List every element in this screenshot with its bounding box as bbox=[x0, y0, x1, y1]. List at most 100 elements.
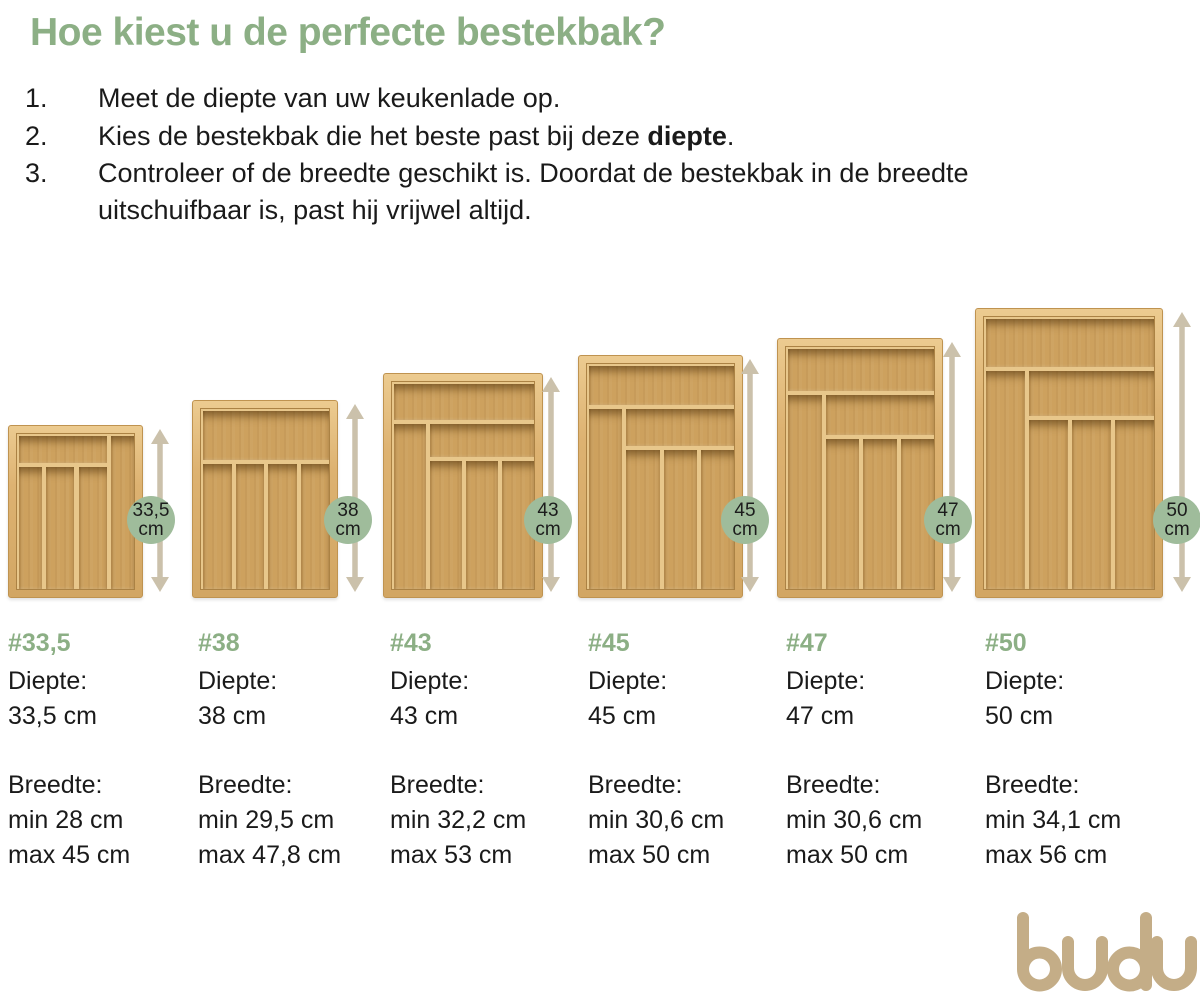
spacer bbox=[985, 734, 1171, 768]
spacer bbox=[786, 734, 972, 768]
tray-compartment bbox=[1029, 371, 1154, 417]
depth-arrow-icon bbox=[941, 341, 963, 593]
depth-badge-value: 47 bbox=[937, 500, 959, 521]
tray-compartment bbox=[825, 395, 934, 436]
product-id: #33,5 bbox=[8, 629, 71, 657]
spacer bbox=[198, 734, 384, 768]
width-max-value: max 45 cm bbox=[8, 841, 131, 869]
tray-compartment bbox=[466, 461, 498, 589]
depth-value: 33,5 cm bbox=[8, 702, 97, 730]
width-label: Breedte: bbox=[390, 771, 485, 799]
depth-badge-unit: cm bbox=[335, 519, 361, 540]
depth-badge-unit: cm bbox=[535, 519, 561, 540]
depth-badge: 43 cm bbox=[524, 496, 572, 544]
width-max-value: max 53 cm bbox=[390, 841, 513, 869]
tray-interior bbox=[200, 408, 330, 590]
tray-compartment bbox=[394, 384, 534, 420]
width-min-value: min 29,5 cm bbox=[198, 806, 335, 834]
tray-interior bbox=[586, 363, 735, 590]
product-id: #47 bbox=[786, 629, 828, 657]
depth-label: Diepte: bbox=[786, 667, 866, 695]
step-text-part: . bbox=[726, 121, 735, 151]
depth-value: 45 cm bbox=[588, 702, 657, 730]
spacer bbox=[588, 734, 774, 768]
depth-value: 50 cm bbox=[985, 702, 1054, 730]
tray-compartment bbox=[394, 423, 426, 589]
width-min-value: min 32,2 cm bbox=[390, 806, 527, 834]
depth-badge-value: 50 bbox=[1166, 500, 1188, 521]
depth-label: Diepte: bbox=[198, 667, 278, 695]
instruction-step: 2. Kies de bestekbak die het beste past b… bbox=[25, 118, 1095, 155]
tray-compartment bbox=[788, 395, 822, 589]
width-max-value: max 50 cm bbox=[588, 841, 711, 869]
tray-compartment bbox=[19, 467, 42, 589]
spacer bbox=[390, 734, 576, 768]
step-number: 3. bbox=[25, 158, 48, 188]
tray-compartment bbox=[203, 463, 232, 589]
product-id: #45 bbox=[588, 629, 630, 657]
width-min-value: min 30,6 cm bbox=[786, 806, 923, 834]
depth-arrow-icon bbox=[540, 376, 562, 593]
depth-badge-value: 45 bbox=[734, 500, 756, 521]
step-text-bold: diepte bbox=[647, 121, 727, 151]
page-title: Hoe kiest u de perfecte bestekbak? bbox=[30, 11, 666, 54]
depth-badge-value: 43 bbox=[537, 500, 559, 521]
budu-logo-letters bbox=[1017, 912, 1197, 992]
product-id: #43 bbox=[390, 629, 432, 657]
depth-value: 47 cm bbox=[786, 702, 855, 730]
width-label: Breedte: bbox=[8, 771, 103, 799]
tray-compartment bbox=[1115, 420, 1154, 589]
cutlery-tray bbox=[8, 425, 143, 598]
tray-compartment bbox=[663, 450, 697, 589]
depth-badge: 38 cm bbox=[324, 496, 372, 544]
step-number: 2. bbox=[25, 121, 48, 151]
width-min-value: min 28 cm bbox=[8, 806, 124, 834]
tray-compartment bbox=[626, 450, 660, 589]
tray-compartment bbox=[900, 439, 934, 589]
depth-badge-value: 38 bbox=[337, 500, 359, 521]
instruction-step: 3. Controleer of de breedte geschikt is. … bbox=[25, 155, 1095, 229]
width-label: Breedte: bbox=[198, 771, 293, 799]
tray-compartment bbox=[235, 463, 264, 589]
width-min-value: min 30,6 cm bbox=[588, 806, 725, 834]
depth-label: Diepte: bbox=[8, 667, 88, 695]
width-label: Breedte: bbox=[786, 771, 881, 799]
tray-compartment bbox=[863, 439, 897, 589]
depth-badge-unit: cm bbox=[1164, 519, 1190, 540]
width-max-value: max 47,8 cm bbox=[198, 841, 342, 869]
product-spec-column: #38 Diepte: 38 cm Breedte: min 29,5 cm max 47… bbox=[198, 626, 384, 873]
step-number: 1. bbox=[25, 83, 48, 113]
depth-badge-unit: cm bbox=[935, 519, 961, 540]
depth-label: Diepte: bbox=[588, 667, 668, 695]
tray-compartment bbox=[78, 467, 107, 589]
width-label: Breedte: bbox=[588, 771, 683, 799]
product-spec-column: #50 Diepte: 50 cm Breedte: min 34,1 cm max 56… bbox=[985, 626, 1171, 873]
depth-badge-unit: cm bbox=[732, 519, 758, 540]
depth-label: Diepte: bbox=[390, 667, 470, 695]
width-min-value: min 34,1 cm bbox=[985, 806, 1122, 834]
tray-compartment bbox=[1072, 420, 1111, 589]
product-spec-column: #43 Diepte: 43 cm Breedte: min 32,2 cm max 53… bbox=[390, 626, 576, 873]
spacer bbox=[8, 734, 194, 768]
width-label: Breedte: bbox=[985, 771, 1080, 799]
tray-interior bbox=[785, 346, 935, 590]
tray-compartment bbox=[626, 409, 735, 446]
step-text-part: Kies de bestekbak die het beste past bij… bbox=[98, 121, 648, 151]
depth-badge: 50 cm bbox=[1153, 496, 1200, 544]
tray-compartment bbox=[788, 349, 934, 392]
step-text-part: Controleer of de breedte geschikt is. Do… bbox=[98, 158, 969, 225]
tray-compartment bbox=[430, 423, 534, 458]
depth-badge-unit: cm bbox=[138, 519, 164, 540]
step-text: Kies de bestekbak die het beste past bij… bbox=[98, 118, 1048, 155]
tray-compartment bbox=[19, 436, 107, 464]
cutlery-tray bbox=[192, 400, 338, 598]
depth-arrow-icon bbox=[739, 358, 761, 593]
depth-value: 43 cm bbox=[390, 702, 459, 730]
depth-badge: 45 cm bbox=[721, 496, 769, 544]
tray-compartment bbox=[986, 319, 1154, 368]
tray-compartment bbox=[45, 467, 75, 589]
tray-compartment bbox=[203, 411, 329, 460]
product-spec-column: #45 Diepte: 45 cm Breedte: min 30,6 cm max 50… bbox=[588, 626, 774, 873]
tray-interior bbox=[983, 316, 1155, 590]
tray-compartment bbox=[986, 371, 1025, 589]
